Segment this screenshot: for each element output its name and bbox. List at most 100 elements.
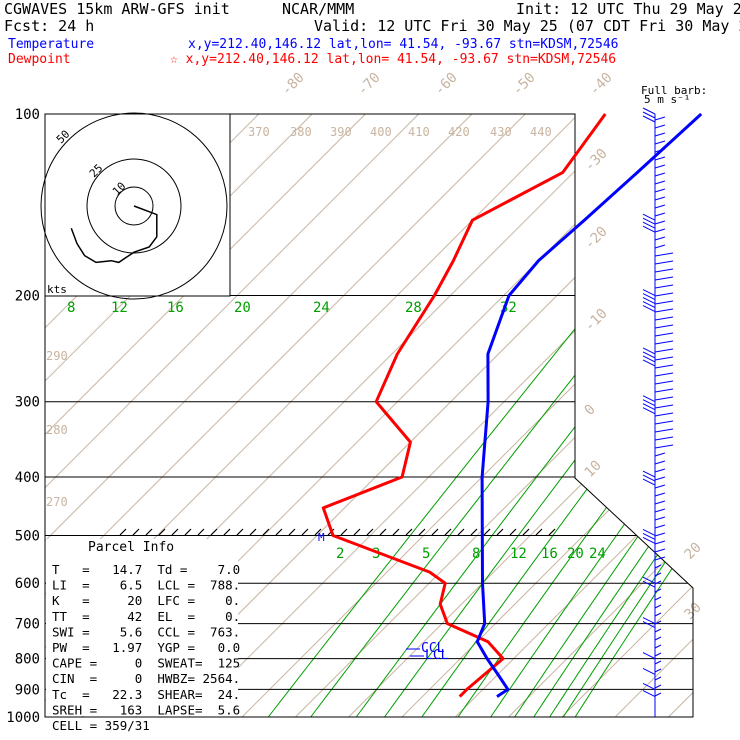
wind-barb-tick — [654, 276, 674, 281]
wind-barb-tick — [654, 476, 666, 481]
wind-barb-flag — [642, 217, 656, 225]
wind-barb-tick — [654, 340, 674, 345]
wind-barb-tick — [654, 588, 662, 593]
wind-barb-tick — [654, 668, 662, 673]
parcel-info-row: SWI = 5.6 CCL = 763. — [52, 624, 240, 639]
mixing-ratio-tick-label: 8 — [472, 546, 480, 562]
hodo-ring-10 — [114, 186, 154, 226]
wind-barb-flag — [642, 690, 656, 698]
level-tick — [392, 528, 400, 536]
level-tick — [171, 528, 179, 536]
mixing-ratio-tick-label: 5 — [422, 546, 430, 562]
wind-barb-flag — [642, 359, 656, 367]
isotherm-tick-label: -50 — [510, 70, 539, 99]
wind-barb-tick — [654, 636, 662, 641]
isotherm-tick-label: -30 — [582, 146, 611, 175]
wind-barb-tick — [654, 252, 674, 257]
mixing-ratio-tick-label: 12 — [510, 546, 527, 562]
wind-barb-flag — [642, 221, 656, 229]
level-tick — [301, 528, 309, 536]
wind-barb-tick — [654, 652, 662, 657]
wind-barb-tick — [654, 436, 674, 441]
wind-barb-tick — [654, 124, 666, 129]
mixing-ratio-line — [310, 295, 639, 717]
wind-barb-tick — [654, 660, 662, 665]
wind-barb-tick — [654, 612, 662, 617]
wind-barb-flag — [642, 355, 656, 363]
pressure-tick-label: 200 — [15, 289, 40, 305]
mixing-ratio-line — [421, 295, 693, 717]
mixing-ratio-tick-label: 2 — [336, 546, 344, 562]
header-center1: NCAR/MMM — [282, 0, 354, 18]
wind-barb-flag — [642, 293, 656, 300]
wind-barb-tick — [654, 508, 666, 513]
parcel-info-row: CELL = 359/31 — [52, 718, 150, 733]
level-tick — [145, 528, 153, 536]
plot-frame — [44, 113, 694, 718]
wind-barb-tick — [654, 684, 662, 689]
mixing-ratio-tick-label: 3 — [372, 546, 380, 562]
parcel-info-row: LI = 6.5 LCL = 788. — [52, 578, 240, 593]
mixing-ratio-line — [574, 295, 693, 717]
wind-barbs: Full barb: 5 m s⁻¹ — [641, 84, 707, 717]
theta-tick-label: 380 — [290, 125, 312, 139]
wind-barb-flag — [642, 470, 656, 478]
wind-barb-tick — [654, 316, 674, 321]
isotherm-tick-label: 0 — [582, 402, 599, 419]
hodograph: 50 25 10 kts — [40, 112, 231, 300]
wind-barb-flag — [642, 682, 656, 690]
level-tick — [379, 528, 387, 536]
level-tick — [158, 528, 166, 536]
wind-barb-tick — [654, 308, 674, 313]
level-tick — [431, 528, 439, 536]
pressure-tick-label: 600 — [15, 576, 40, 592]
level-tick — [288, 528, 296, 536]
level-tick — [275, 528, 283, 536]
parcel-info-row: Tc = 22.3 SHEAR= 24. — [52, 687, 240, 702]
level-tick — [509, 528, 517, 536]
wind-barb-flag — [642, 297, 656, 304]
wind-barb-tick — [654, 468, 666, 473]
wind-barb-flag — [642, 667, 656, 675]
parcel-info-row: PW = 1.97 YGP = 0.0 — [52, 640, 240, 655]
level-tick — [470, 528, 478, 536]
mixing-ratio-tick-label: 28 — [405, 300, 422, 316]
pressure-tick-label: 500 — [15, 528, 40, 544]
pressure-tick-label: 900 — [15, 682, 40, 698]
level-tick — [262, 528, 270, 536]
wind-barb-flag — [642, 351, 656, 359]
isotherm-tick-label: -60 — [432, 70, 461, 99]
wind-barb-tick — [654, 412, 674, 417]
wind-barb-tick — [654, 180, 666, 185]
wind-barb-tick — [654, 132, 666, 137]
level-tick — [353, 528, 361, 536]
level-tick — [457, 528, 465, 536]
isotherm-line — [401, 114, 693, 717]
level-tick — [197, 528, 205, 536]
theta-tick-label: 440 — [530, 125, 552, 139]
wind-barb-tick — [654, 140, 666, 145]
isotherm-tick-label: 40 — [690, 0, 707, 4]
wind-barb-flag — [642, 395, 656, 403]
mixing-ratio-tick-label: 20 — [567, 546, 584, 562]
wind-barb-flag — [642, 537, 656, 544]
isotherm-line — [295, 114, 693, 717]
wind-barb-flag — [642, 107, 656, 115]
level-tick — [522, 528, 530, 536]
header-right1: Init: 12 UTC Thu 29 May 25 — [516, 0, 740, 18]
wind-barb-flag — [642, 225, 656, 233]
wind-barb-tick — [654, 596, 662, 601]
ccl-label: CCL — [421, 641, 445, 656]
wind-barb-flag — [642, 533, 656, 540]
pressure-tick-label: 400 — [15, 470, 40, 486]
isotherm-tick-label: -70 — [355, 70, 384, 99]
wind-barb-tick — [654, 348, 674, 353]
wind-barb-flag — [642, 621, 656, 629]
wind-barb-tick — [654, 388, 674, 393]
isotherm-tick-label: -40 — [587, 70, 616, 99]
level-tick — [210, 528, 218, 536]
wind-barb-tick — [654, 548, 666, 553]
isotherm-tick-label: 20 — [682, 540, 705, 563]
hodograph-frame — [44, 113, 231, 297]
mixing-ratio-tick-label: 16 — [167, 300, 184, 316]
